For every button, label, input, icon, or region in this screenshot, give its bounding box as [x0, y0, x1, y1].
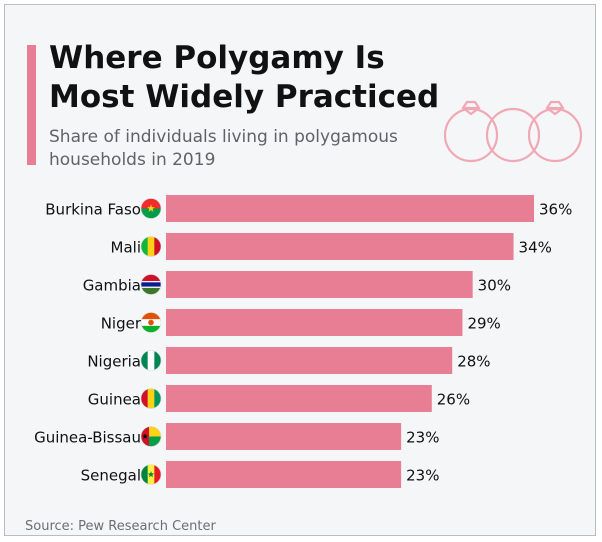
value-label: 23%	[406, 429, 439, 447]
category-label: Guinea-Bissau	[34, 429, 141, 447]
value-label: 23%	[406, 467, 439, 485]
wedding-rings-icon	[443, 100, 583, 163]
category-label: Guinea	[88, 391, 141, 409]
guinea-flag-icon	[140, 388, 162, 409]
category-label: Burkina Faso	[45, 201, 141, 219]
mali-flag-icon	[140, 236, 162, 257]
gambia-flag-icon	[140, 274, 162, 295]
source-note: Source: Pew Research Center	[25, 519, 216, 534]
value-label: 28%	[457, 353, 490, 371]
nigeria-flag-icon	[140, 350, 162, 371]
bar	[166, 271, 473, 298]
value-label: 26%	[437, 391, 470, 409]
bar	[166, 309, 463, 336]
title-accent-bar	[27, 45, 36, 165]
category-label: Gambia	[83, 277, 141, 295]
niger-flag-icon	[140, 312, 162, 333]
category-label: Niger	[101, 315, 142, 333]
value-label: 29%	[467, 315, 500, 333]
category-label: Nigeria	[87, 353, 141, 371]
category-label: Senegal	[81, 467, 141, 485]
category-label: Mali	[111, 239, 141, 257]
bar-chart: Burkina Faso 36% Mali 34% Gambia 30% Niger 29% N…	[34, 195, 572, 488]
value-label: 34%	[519, 239, 552, 257]
value-label: 30%	[478, 277, 511, 295]
bar	[166, 461, 402, 488]
senegal-flag-icon	[140, 464, 162, 485]
bar	[166, 195, 534, 222]
chart-card: Where Polygamy Is Most Widely Practiced …	[4, 4, 596, 536]
bar	[166, 423, 402, 450]
chart-title: Where Polygamy Is Most Widely Practiced	[49, 40, 440, 115]
bar	[166, 385, 432, 412]
bar	[166, 233, 514, 260]
bar	[166, 347, 453, 374]
chart-subtitle: Share of individuals living in polygamou…	[49, 127, 398, 170]
guinea-bissau-flag-icon	[140, 426, 162, 447]
value-label: 36%	[539, 201, 572, 219]
burkina-faso-flag-icon	[140, 198, 162, 219]
